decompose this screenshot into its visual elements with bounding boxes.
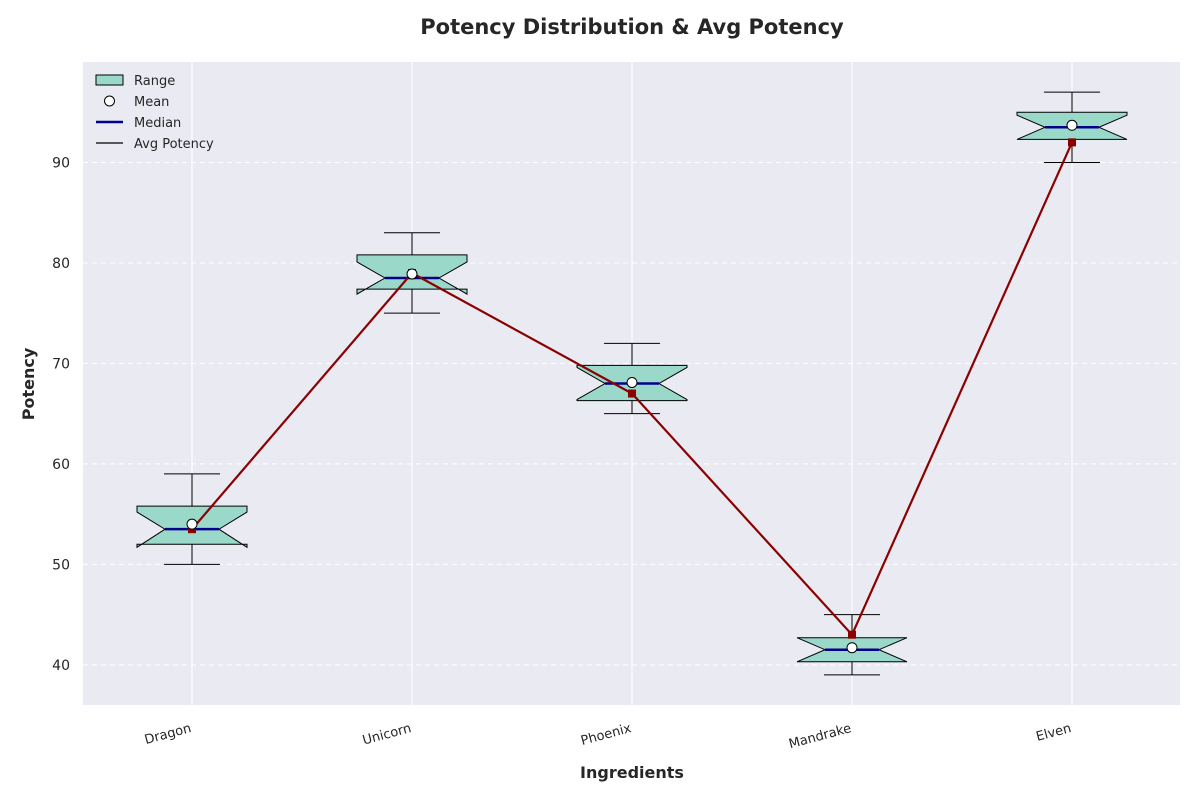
y-axis-label: Potency xyxy=(19,347,38,420)
mean-markers xyxy=(186,119,1078,654)
legend-avg-label: Avg Potency xyxy=(134,137,214,152)
x-tick-label: Phoenix xyxy=(579,721,633,749)
mean-marker xyxy=(626,376,638,388)
x-tick-label: Elven xyxy=(1035,721,1073,745)
avg-potency-point xyxy=(1068,138,1076,147)
y-tick-label: 40 xyxy=(52,658,70,674)
mean-marker xyxy=(186,518,198,530)
mean-marker xyxy=(1066,119,1078,131)
y-tick-labels: 40 50 60 70 80 90 xyxy=(52,155,70,673)
legend: Range Mean Median Avg Potency xyxy=(95,74,214,152)
mean-marker xyxy=(846,642,858,654)
legend-mean-label: Mean xyxy=(134,95,169,110)
chart-title: Potency Distribution & Avg Potency xyxy=(420,15,844,39)
x-tick-label: Dragon xyxy=(143,721,193,748)
x-tick-label: Mandrake xyxy=(787,721,853,752)
x-tick-label: Unicorn xyxy=(361,721,413,748)
avg-potency-point xyxy=(628,389,636,398)
mean-marker xyxy=(406,268,418,280)
x-tick-labels: Dragon Unicorn Phoenix Mandrake Elven xyxy=(143,721,1073,752)
y-tick-label: 50 xyxy=(52,557,70,573)
y-tick-label: 60 xyxy=(52,457,70,473)
legend-median-label: Median xyxy=(134,116,181,131)
legend-mean-marker xyxy=(104,95,115,107)
legend-range-label: Range xyxy=(134,74,175,89)
x-axis-label: Ingredients xyxy=(580,763,684,782)
y-tick-label: 90 xyxy=(52,155,70,171)
y-gridlines xyxy=(83,161,1180,666)
avg-potency-point xyxy=(848,630,856,639)
legend-range-swatch xyxy=(95,74,124,86)
y-tick-label: 80 xyxy=(52,256,70,272)
y-tick-label: 70 xyxy=(52,356,70,372)
